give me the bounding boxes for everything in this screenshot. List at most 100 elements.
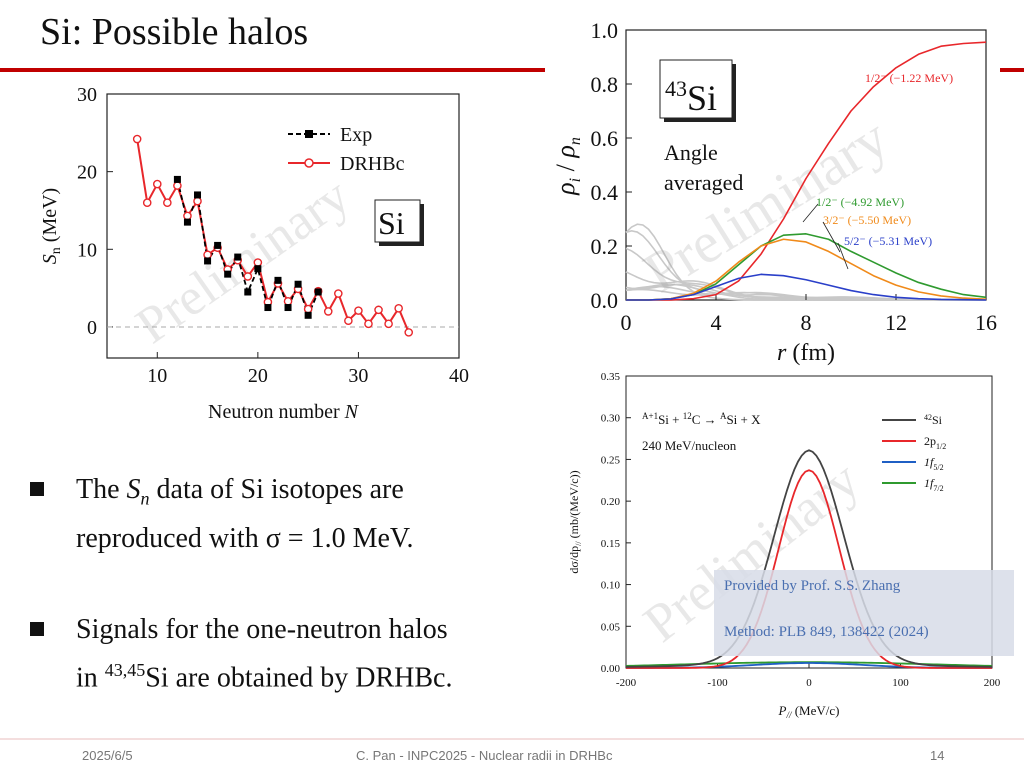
momentum-chart: -200 -100 0 100 200 0.00 0.05 0.10 0.15 0.20 0.25 0…: [567, 371, 1001, 720]
exp-point: [194, 191, 202, 199]
x-tick-label: -100: [707, 677, 728, 689]
footer-date: 2025/6/5: [82, 748, 133, 763]
x-tick-label: 0: [806, 677, 812, 689]
momentum-series-line: [625, 449, 993, 668]
inset-si-label: Si: [378, 205, 405, 241]
drhbc-point: [142, 198, 152, 208]
x-tick-label: 4: [711, 310, 722, 335]
legend-exp: Exp: [340, 124, 372, 146]
exp-point: [314, 288, 322, 296]
orbital-label: 3/2⁻ (−5.50 MeV): [823, 213, 911, 227]
legend-1f72: 1f7/2: [924, 476, 944, 493]
y-tick-label: 0.0: [591, 288, 619, 313]
orbital-series-line: [626, 273, 987, 301]
legend-42si: 42Si: [924, 413, 943, 427]
drhbc-point: [334, 289, 343, 298]
sn-y-label: Sn (MeV): [40, 188, 64, 264]
y-tick-label: 10: [77, 239, 97, 261]
y-tick-label: 0.2: [591, 234, 619, 259]
footer-center: C. Pan - INPC2025 - Nuclear radii in DRH…: [356, 748, 613, 763]
exp-point: [274, 276, 282, 284]
drhbc-series-line: [136, 138, 410, 333]
drhbc-point: [344, 316, 353, 326]
exp-point: [294, 280, 302, 288]
exp-point: [244, 288, 252, 296]
drhbc-point: [132, 134, 142, 144]
x-tick-label: 12: [885, 310, 907, 335]
label-leader-line: [822, 221, 841, 253]
exp-point: [264, 304, 272, 312]
reaction-text: A+1Si + 12C → ASi + X: [642, 411, 761, 427]
note-line1: Provided by Prof. S.S. Zhang: [724, 578, 901, 594]
x-tick-label: 100: [892, 677, 909, 689]
orbital-series-line: [626, 41, 987, 301]
drhbc-point: [163, 198, 172, 208]
y-tick-label: 20: [77, 162, 97, 184]
density-y-label: ρi / ρn: [551, 137, 584, 196]
provided-by-note: Provided by Prof. S.S. Zhang Method: PLB…: [714, 570, 1014, 656]
y-tick-label: 0.00: [601, 663, 621, 675]
label-leader-line: [837, 242, 849, 270]
y-tick-label: 0.15: [601, 538, 621, 550]
x-tick-label: 200: [984, 677, 1001, 689]
bullet-text: Signals for the one-neutron halos in 43,4…: [76, 614, 453, 694]
bullet-text: The Sn data of Si isotopes are reproduced…: [76, 474, 414, 554]
momentum-x-label: P// (MeV/c): [778, 703, 840, 720]
x-tick-label: 8: [801, 310, 812, 335]
angle-text: Angle: [664, 140, 718, 165]
y-tick-label: 30: [77, 84, 97, 106]
drhbc-point: [253, 258, 263, 267]
exp-point: [234, 253, 242, 261]
orbital-label: 1/2⁻ (−1.22 MeV): [865, 71, 953, 85]
bullet-square-icon: [30, 482, 44, 496]
averaged-text: averaged: [664, 170, 743, 195]
legend-2p12: 2p1/2: [924, 434, 946, 451]
y-tick-label: 1.0: [591, 18, 619, 43]
x-tick-label: 16: [975, 310, 997, 335]
drhbc-point: [283, 297, 293, 306]
momentum-series-line: [626, 469, 992, 669]
exp-point: [173, 175, 181, 183]
x-tick-label: 40: [449, 365, 469, 387]
y-tick-label: 0.4: [591, 180, 619, 205]
legend: Exp DRHBc: [288, 124, 405, 175]
page-number: 14: [930, 748, 945, 763]
exp-point: [284, 304, 292, 312]
bullet-sn-data: The Sn data of Si isotopes are reproduced…: [30, 470, 550, 560]
x-tick-label: 10: [147, 365, 167, 387]
x-tick-label: 0: [621, 310, 632, 335]
energy-text: 240 MeV/nucleon: [642, 438, 737, 453]
inset-43si-label: 43Si: [665, 76, 717, 118]
sn-chart-frame: [106, 93, 460, 359]
label-leader-line: [802, 203, 819, 223]
y-tick-label: 0.35: [601, 371, 621, 383]
drhbc-point: [173, 181, 182, 190]
exp-point: [304, 311, 312, 319]
orbital-label: 1/2⁻ (−4.92 MeV): [816, 195, 904, 209]
slide-title: Si: Possible halos: [40, 11, 309, 53]
exp-point: [224, 270, 232, 278]
x-tick-label: 20: [248, 365, 268, 387]
drhbc-point: [323, 307, 333, 316]
bullet-square-icon: [30, 622, 44, 636]
drhbc-point: [193, 196, 202, 206]
title-rule-left: [0, 68, 545, 72]
y-tick-label: 0.20: [601, 496, 621, 508]
footer-rule: [0, 738, 1024, 740]
orbital-label: 5/2⁻ (−5.31 MeV): [844, 234, 932, 248]
note-line2: Method: PLB 849, 138422 (2024): [724, 624, 929, 640]
drhbc-point: [203, 250, 212, 260]
y-tick-label: 0.6: [591, 126, 619, 151]
bullet-halo-signals: Signals for the one-neutron halos in 43,4…: [30, 610, 550, 700]
drhbc-point: [354, 306, 363, 315]
exp-point: [204, 257, 212, 265]
legend-1f52: 1f5/2: [924, 455, 944, 472]
drhbc-point: [394, 304, 403, 313]
drhbc-point: [152, 179, 162, 189]
density-ratio-chart: 0 4 8 12 160.00.20.40.60.81.0 Preliminary 1/…: [551, 18, 997, 366]
drhbc-point: [364, 319, 373, 329]
exp-point: [214, 241, 222, 249]
exp-point: [254, 265, 262, 273]
exp-point: [183, 218, 191, 226]
